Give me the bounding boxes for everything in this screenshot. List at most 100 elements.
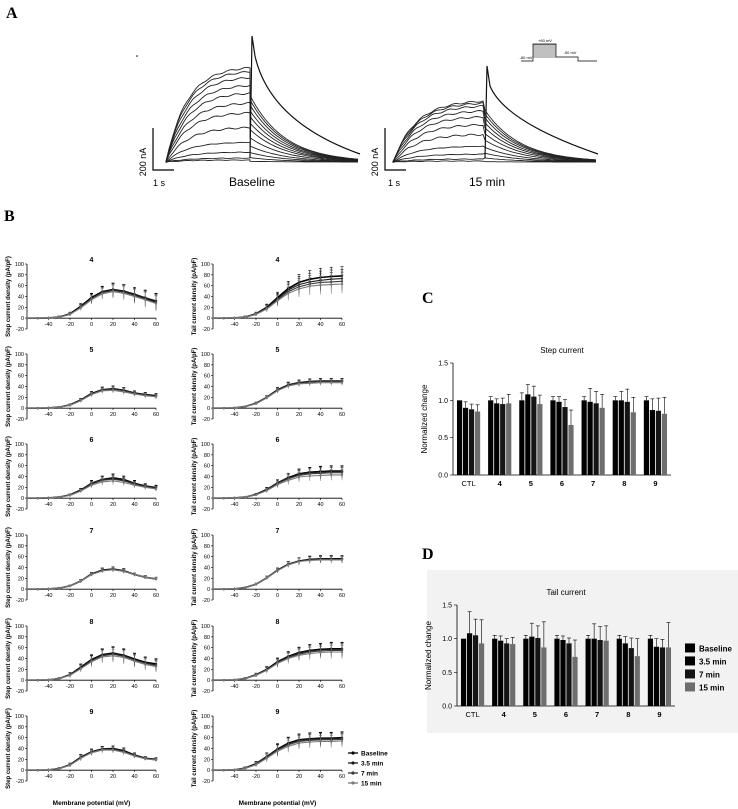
data-point (58, 405, 61, 409)
y-tick-label: -20 (16, 417, 24, 423)
legend-swatch (685, 656, 695, 666)
data-point (154, 665, 158, 668)
data-point (287, 479, 290, 482)
data-point (111, 568, 115, 571)
x-tick-label: -20 (66, 684, 74, 690)
y-tick-label: 80 (18, 273, 24, 279)
data-point (68, 764, 72, 767)
data-point (297, 475, 301, 479)
current-trace-15min (392, 123, 597, 162)
x-tick-label: CTL (461, 479, 475, 488)
y-tick-label: 40 (18, 747, 24, 753)
data-point (111, 389, 115, 392)
bar-baseline (647, 638, 654, 706)
x-tick-label: 7 (591, 479, 595, 488)
y-tick-label: 60 (18, 646, 24, 652)
y-axis-label: Tail current density (pA/pF) (192, 529, 198, 607)
data-point (244, 586, 247, 589)
y-tick-label: 100 (201, 714, 210, 720)
data-point (111, 654, 115, 657)
data-point (36, 316, 39, 320)
x-tick-label: 20 (296, 593, 302, 599)
x-tick-label: CTL (465, 710, 479, 719)
data-point (254, 402, 258, 406)
panel-c-step-bar-chart: Step current 0.0 0.5 1.0 1.5 Normalized chang… (420, 346, 671, 488)
series-line-15-min (213, 559, 342, 590)
tail-current-plot-6: -20 0 20 40 60 80 100 -40 -20 0 20 40 60 6 Tail curren… (192, 437, 345, 515)
y-tick-label: 40 (18, 566, 24, 572)
x-tick-label: -40 (231, 412, 239, 418)
x-tick-label: 60 (339, 322, 345, 328)
x-tick-label: -40 (45, 322, 53, 328)
y-tick-label: 0 (207, 406, 210, 412)
data-point (319, 651, 322, 654)
x-tick-label: 40 (317, 774, 323, 780)
bar-baseline (616, 638, 622, 706)
x-tick-label: 60 (339, 593, 345, 599)
y-axis-label: Tail current density (pA/pF) (192, 348, 198, 426)
plot-title: 6 (90, 437, 94, 444)
y-tick-label: 60 (204, 555, 210, 561)
bar-7-min (624, 401, 630, 475)
series-line-baseline (213, 558, 342, 590)
legend-label: Baseline (361, 751, 388, 758)
y-tick-label: 80 (204, 725, 210, 731)
y-axis-label: Step current density (pA/pF) (6, 346, 12, 427)
data-point (222, 406, 225, 410)
bar-7-min (628, 648, 634, 706)
x-tick-label: 5 (533, 710, 537, 719)
data-point (340, 650, 344, 654)
data-point (90, 660, 93, 663)
y-axis-label: Tail current density (pA/pF) (192, 438, 198, 516)
data-point (68, 404, 72, 407)
y-tick-label: 80 (18, 635, 24, 641)
current-trace-15min (392, 110, 597, 163)
bar-baseline (612, 400, 618, 475)
data-point (287, 657, 290, 660)
x-tick-label: 4 (498, 479, 503, 488)
x-tick-label: 0 (90, 593, 93, 599)
y-tick-label: 0 (21, 496, 24, 502)
data-point (25, 587, 29, 591)
y-tick-label: 20 (18, 757, 24, 763)
y-tick-label: 1.5 (438, 361, 448, 368)
data-point (276, 483, 279, 486)
bar-15-min (661, 413, 668, 475)
y-tick-label: 60 (204, 736, 210, 742)
bar-15-min (541, 647, 547, 706)
bar-baseline (456, 400, 463, 475)
bar-15-min (537, 404, 543, 475)
bar-baseline (492, 638, 498, 706)
step-current-plot-6: -20 0 20 40 60 80 100 -40 -20 0 20 40 60 6 Step curren… (6, 436, 159, 517)
bar-3-5-min (653, 646, 660, 706)
stray-dot (136, 55, 138, 57)
x-tick-label: -40 (45, 774, 53, 780)
y-tick-label: 60 (18, 464, 24, 470)
legend-marker (351, 771, 355, 775)
data-point (222, 587, 225, 591)
bar-15-min (474, 411, 481, 475)
y-axis-label: Step current density (pA/pF) (6, 618, 12, 699)
current-trace-baseline (165, 126, 359, 162)
data-point (319, 283, 322, 287)
y-tick-label: 0.5 (438, 435, 448, 442)
panel-letter-a: A (6, 5, 18, 22)
data-point (222, 316, 225, 320)
data-point (154, 577, 158, 581)
data-point (122, 751, 125, 754)
data-point (287, 745, 290, 748)
data-point (144, 486, 147, 489)
bar-baseline (581, 400, 587, 475)
data-point (211, 406, 215, 410)
y-tick-label: 1.0 (442, 636, 452, 643)
y-tick-label: 0 (21, 768, 24, 774)
tail-current-peak-trace-baseline (249, 35, 361, 159)
x-tick-label: 40 (131, 322, 137, 328)
y-tick-label: 40 (18, 475, 24, 481)
y-tick-label: 20 (18, 485, 24, 491)
data-point (79, 579, 82, 583)
chart-title: Tail current (546, 588, 586, 597)
data-point (254, 313, 258, 316)
y-tick-label: 100 (201, 442, 210, 448)
data-point (36, 496, 39, 500)
